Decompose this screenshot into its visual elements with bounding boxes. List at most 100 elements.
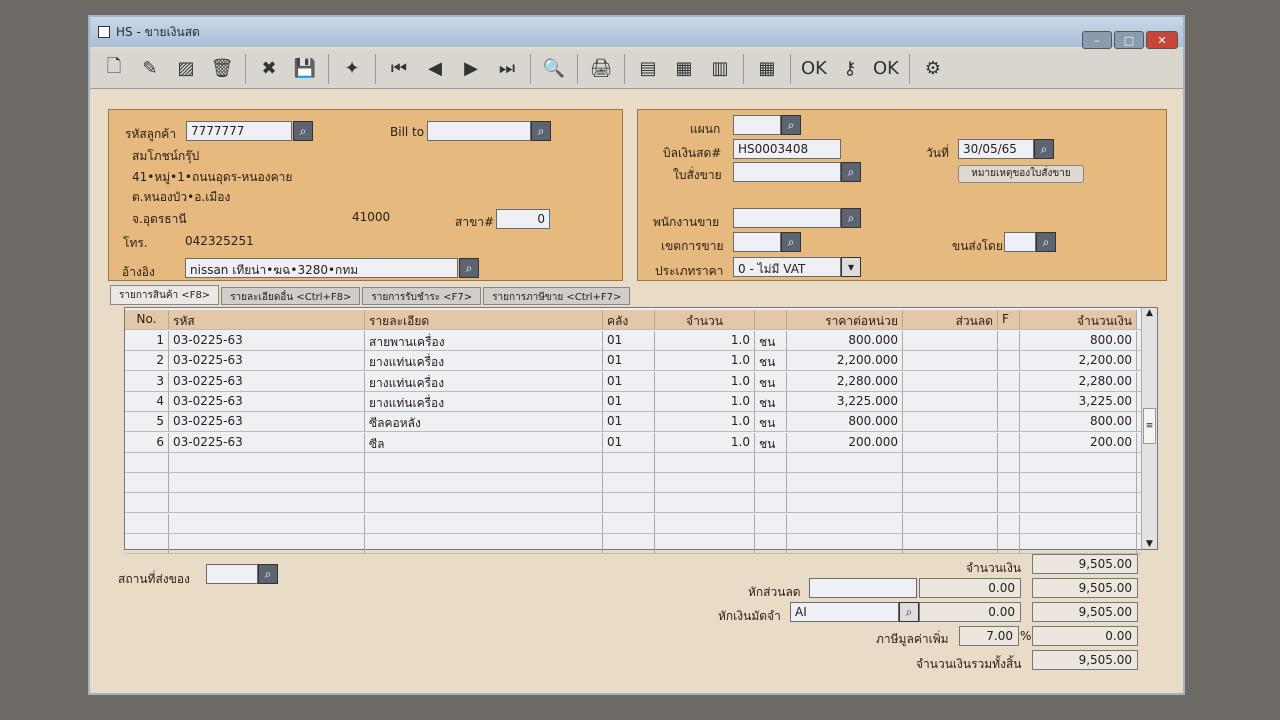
grid-cell[interactable] (755, 473, 787, 493)
grid-cell[interactable] (603, 534, 655, 553)
grid-cell[interactable]: 800.00 (1020, 412, 1137, 432)
grid-cell[interactable] (998, 534, 1020, 553)
ship-to-search-icon[interactable]: ⌕ (258, 564, 278, 584)
grid-cell[interactable] (903, 452, 998, 472)
grid-cell[interactable] (603, 473, 655, 493)
grid-cell[interactable] (365, 534, 603, 553)
grid-scrollbar[interactable]: ▲ ≡ ▼ (1141, 308, 1157, 549)
grid-cell[interactable] (755, 513, 787, 533)
grid-cell[interactable]: ชน (755, 432, 787, 452)
sales-order-input[interactable] (733, 162, 841, 182)
grid-cell[interactable]: 03-0225-63 (169, 412, 365, 432)
customer-code-input[interactable]: 7777777 (186, 121, 292, 141)
chevron-down-icon[interactable]: ▾ (841, 257, 861, 277)
grid-cell[interactable]: 1.0 (655, 371, 755, 391)
grid-cell[interactable]: 1.0 (655, 351, 755, 371)
grid-cell[interactable]: 03-0225-63 (169, 432, 365, 452)
grid-cell[interactable] (169, 513, 365, 533)
grid-cell[interactable] (1020, 473, 1137, 493)
grid-cell[interactable]: ยางแท่นเครื่อง (365, 351, 603, 371)
grid-cell[interactable] (998, 412, 1020, 432)
shipper-search-icon[interactable]: ⌕ (1036, 232, 1056, 252)
grid-cell[interactable] (903, 391, 998, 411)
grid-cell[interactable]: ชน (755, 391, 787, 411)
tab-items[interactable]: รายการสินค้า <F8> (110, 285, 220, 305)
grid-cell[interactable]: 5 (125, 412, 169, 432)
export-button[interactable]: ▤ (632, 53, 664, 85)
grid-cell[interactable]: 200.000 (787, 432, 903, 452)
sales-order-search-icon[interactable]: ⌕ (841, 162, 861, 182)
grid-cell[interactable] (169, 534, 365, 553)
grid-cell[interactable]: ชน (755, 371, 787, 391)
grid-cell[interactable] (1020, 493, 1137, 513)
grid-cell[interactable] (787, 534, 903, 553)
grid-cell[interactable] (169, 473, 365, 493)
salesperson-search-icon[interactable]: ⌕ (841, 208, 861, 228)
grid-cell[interactable] (903, 371, 998, 391)
maximize-button[interactable]: □ (1114, 31, 1144, 49)
grid-cell[interactable] (755, 534, 787, 553)
tools-button[interactable]: ✦ (336, 53, 368, 85)
grid-cell[interactable]: 01 (603, 432, 655, 452)
grid-cell[interactable] (903, 351, 998, 371)
preview-button[interactable]: 🔍 (538, 53, 570, 85)
grid-cell[interactable] (365, 493, 603, 513)
ok-button[interactable]: OK (870, 53, 902, 85)
grid-cell[interactable]: 2 (125, 351, 169, 371)
grid-cell[interactable] (903, 473, 998, 493)
grid-cell[interactable]: 01 (603, 331, 655, 350)
grid-cell[interactable] (998, 513, 1020, 533)
shipper-input[interactable] (1004, 232, 1036, 252)
grid-cell[interactable]: 800.000 (787, 331, 903, 350)
grid-cell[interactable]: 1.0 (655, 432, 755, 452)
table-row[interactable] (125, 473, 1141, 494)
minimize-button[interactable]: – (1082, 31, 1112, 49)
grid-cell[interactable] (998, 432, 1020, 452)
grid-cell[interactable] (603, 452, 655, 472)
column-header[interactable]: คลัง (603, 310, 655, 329)
grid-cell[interactable] (903, 412, 998, 432)
grid-cell[interactable] (1020, 513, 1137, 533)
grid-cell[interactable] (655, 513, 755, 533)
approve-button[interactable]: OK (798, 53, 830, 85)
grid-cell[interactable]: 03-0225-63 (169, 391, 365, 411)
scroll-thumb[interactable]: ≡ (1143, 408, 1156, 444)
grid-cell[interactable] (655, 452, 755, 472)
next-button[interactable]: ▶ (455, 53, 487, 85)
table-row[interactable] (125, 493, 1141, 514)
grid-cell[interactable]: ยางแท่นเครื่อง (365, 391, 603, 411)
deposit-value[interactable]: 0.00 (919, 602, 1021, 622)
grid-cell[interactable]: 2,200.000 (787, 351, 903, 371)
grid-cell[interactable]: 3,225.000 (787, 391, 903, 411)
grid-cell[interactable]: 1.0 (655, 331, 755, 350)
table-row[interactable]: 4 03-0225-63 ยางแท่นเครื่อง 01 1.0 ชน 3,225.00… (125, 391, 1141, 412)
grid-cell[interactable] (169, 452, 365, 472)
date-picker-icon[interactable]: ⌕ (1034, 139, 1054, 159)
edit-button[interactable]: ✎ (134, 53, 166, 85)
grid-cell[interactable]: สายพานเครื่อง (365, 331, 603, 350)
ship-to-input[interactable] (206, 564, 258, 584)
column-header[interactable]: รายละเอียด (365, 310, 603, 329)
grid-cell[interactable] (903, 331, 998, 350)
grid-cell[interactable]: 1 (125, 331, 169, 350)
bill-to-input[interactable] (427, 121, 531, 141)
column-header[interactable]: No. (125, 310, 169, 329)
grid-cell[interactable] (603, 513, 655, 533)
first-button[interactable]: ⏮ (383, 53, 415, 85)
deposit-code-input[interactable]: AI (790, 602, 899, 622)
salesperson-input[interactable] (733, 208, 841, 228)
grid-cell[interactable] (655, 493, 755, 513)
save-button[interactable]: 💾 (289, 53, 321, 85)
grid-cell[interactable] (903, 493, 998, 513)
sales-area-input[interactable] (733, 232, 781, 252)
column-header[interactable]: รหัส (169, 310, 365, 329)
department-input[interactable] (733, 115, 781, 135)
grid-cell[interactable] (903, 534, 998, 553)
scroll-up-icon[interactable]: ▲ (1146, 308, 1153, 318)
calendar-button[interactable]: ▦ (751, 53, 783, 85)
grid-cell[interactable] (998, 473, 1020, 493)
void-button[interactable]: ▨ (170, 53, 202, 85)
grid-cell[interactable]: ชน (755, 331, 787, 350)
reference-input[interactable]: nissan เทียน่า•ฆฉ•3280•กทม (185, 258, 458, 278)
grid-cell[interactable] (998, 391, 1020, 411)
